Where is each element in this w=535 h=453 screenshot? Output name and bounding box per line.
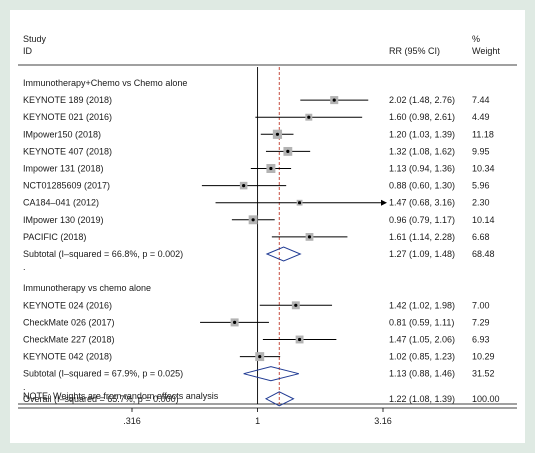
study-effect-text: 1.20 (1.03, 1.39): [389, 129, 455, 139]
group-title: Immunotherapy+Chemo vs Chemo alone: [23, 78, 187, 88]
point-estimate: [307, 115, 311, 119]
header-study: Study: [23, 34, 47, 44]
study-effect-text: 1.47 (0.68, 3.16): [389, 198, 455, 208]
point-estimate: [307, 235, 312, 239]
study-name: CheckMate 227 (2018): [23, 335, 115, 345]
study-name: IMpower 130 (2019): [23, 215, 104, 225]
ci-arrow: [381, 199, 387, 206]
study-weight-text: 2.30: [472, 198, 490, 208]
study-name: CA184–041 (2012): [23, 198, 99, 208]
header-id: ID: [23, 46, 33, 56]
study-name: KEYNOTE 021 (2016): [23, 112, 112, 122]
study-effect-text: 0.88 (0.60, 1.30): [389, 181, 455, 191]
subtotal-effect-text: 1.13 (0.88, 1.46): [389, 369, 455, 379]
forest-plot: Study ID RR (95% CI) % Weight Immunother…: [18, 34, 517, 426]
study-effect-text: 1.60 (0.98, 2.61): [389, 112, 455, 122]
subtotal-diamond: [265, 246, 302, 262]
header-weight: Weight: [472, 46, 500, 56]
point-estimate: [233, 320, 237, 324]
study-name: KEYNOTE 407 (2018): [23, 146, 112, 156]
group-title: Immunotherapy vs chemo alone: [23, 283, 151, 293]
study-name: PACIFIC (2018): [23, 232, 86, 242]
study-name: CheckMate 026 (2017): [23, 317, 115, 327]
study-effect-text: 1.02 (0.85, 1.23): [389, 352, 455, 362]
subtotal-label: Subtotal (I–squared = 66.8%, p = 0.002): [23, 249, 183, 259]
subtotal-effect-text: 1.27 (1.09, 1.48): [389, 249, 455, 259]
study-name: KEYNOTE 042 (2018): [23, 352, 112, 362]
point-estimate: [332, 98, 336, 102]
study-effect-text: 0.81 (0.59, 1.11): [389, 317, 454, 327]
point-estimate: [297, 201, 302, 205]
study-weight-text: 10.29: [472, 352, 495, 362]
x-tick-label: 3.16: [374, 416, 392, 426]
study-name: Impower 131 (2018): [23, 164, 104, 174]
point-estimate: [258, 355, 262, 359]
study-effect-text: 1.47 (1.05, 2.06): [389, 335, 455, 345]
point-estimate: [251, 218, 255, 222]
x-tick-label: 1: [255, 416, 260, 426]
study-weight-text: 4.49: [472, 112, 490, 122]
point-estimate: [242, 184, 246, 188]
study-weight-text: 9.95: [472, 146, 490, 156]
forest-plot-panel: Study ID RR (95% CI) % Weight Immunother…: [10, 10, 525, 443]
study-effect-text: 1.42 (1.02, 1.98): [389, 300, 455, 310]
point-estimate: [286, 149, 290, 153]
study-weight-text: 7.00: [472, 300, 490, 310]
study-name: KEYNOTE 189 (2018): [23, 95, 112, 105]
study-weight-text: 10.34: [472, 164, 495, 174]
study-weight-text: 10.14: [472, 215, 495, 225]
subtotal-weight-text: 31.52: [472, 369, 495, 379]
point-estimate: [294, 303, 298, 307]
subtotal-weight-text: 68.48: [472, 249, 495, 259]
header-percent: %: [472, 34, 480, 44]
study-weight-text: 11.18: [472, 129, 494, 139]
study-effect-text: 0.96 (0.79, 1.17): [389, 215, 455, 225]
study-effect-text: 1.61 (1.14, 2.28): [389, 232, 455, 242]
overall-label: Overall (I–squared = 65.7%, p = 0.000): [23, 394, 179, 404]
study-effect-text: 1.13 (0.94, 1.36): [389, 164, 455, 174]
study-effect-text: 2.02 (1.48, 2.76): [389, 95, 455, 105]
x-tick-label: .316: [123, 416, 141, 426]
overall-weight-text: 100.00: [472, 394, 500, 404]
study-weight-text: 7.29: [472, 317, 490, 327]
study-name: KEYNOTE 024 (2016): [23, 300, 112, 310]
study-weight-text: 7.44: [472, 95, 490, 105]
overall-effect-text: 1.22 (1.08, 1.39): [389, 394, 455, 404]
overall-diamond: [264, 391, 295, 407]
study-name: NCT01285609 (2017): [23, 181, 110, 191]
subtotal-diamond: [243, 366, 299, 382]
study-weight-text: 5.96: [472, 181, 490, 191]
study-name: IMpower150 (2018): [23, 129, 101, 139]
point-estimate: [275, 132, 280, 136]
study-weight-text: 6.68: [472, 232, 490, 242]
study-effect-text: 1.32 (1.08, 1.62): [389, 146, 455, 156]
point-estimate: [297, 337, 302, 342]
point-estimate: [269, 166, 273, 171]
subtotal-label: Subtotal (I–squared = 67.9%, p = 0.025): [23, 369, 183, 379]
header-effect: RR (95% CI): [389, 46, 440, 56]
group-separator: .: [23, 262, 26, 272]
footnote: NOTE: Weights are from random effects an…: [23, 391, 219, 401]
group-separator: .: [23, 382, 26, 392]
study-weight-text: 6.93: [472, 335, 490, 345]
